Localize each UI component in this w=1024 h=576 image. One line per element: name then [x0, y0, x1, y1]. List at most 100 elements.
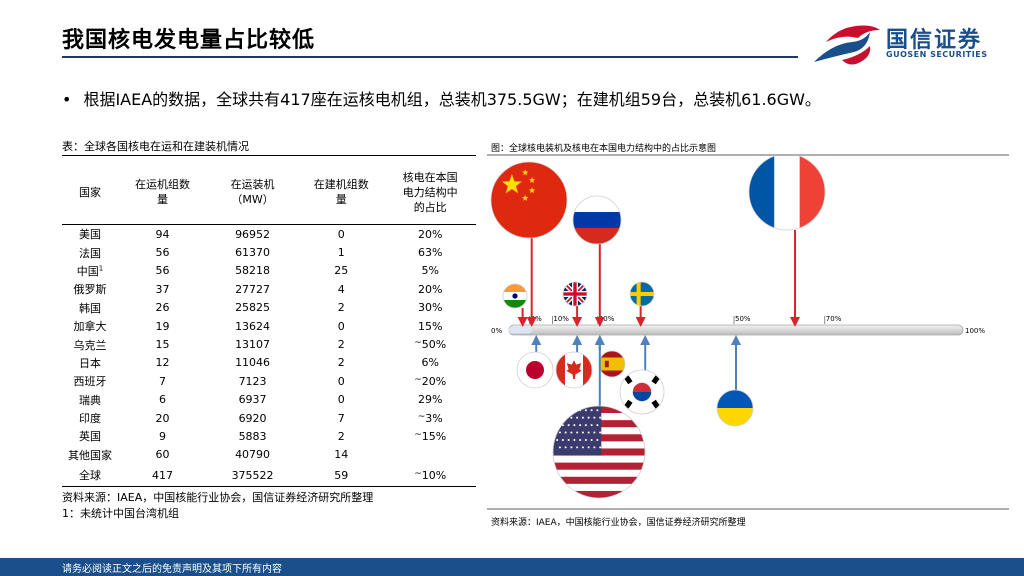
- cell-operating-mw: 40790: [207, 446, 298, 464]
- cell-construction-units: 14: [298, 446, 384, 464]
- cell-construction-units: 59: [298, 464, 385, 488]
- cell-operating-mw-text: 6937: [238, 393, 267, 407]
- cell-country-text: 加拿大: [73, 320, 107, 334]
- cell-share-text: 10%: [421, 468, 447, 482]
- cell-construction-units: 0: [298, 372, 384, 390]
- table-body: 美国 94 96952 0 20% 法国 56 61370 1 63% 中国1 56 58218 25 5%…: [62, 225, 476, 488]
- cell-construction-units-text: 0: [337, 374, 345, 388]
- cell-operating-units-text: 9: [158, 429, 166, 443]
- cell-operating-mw: 11046: [207, 354, 298, 372]
- cell-operating-units: 56: [118, 243, 207, 261]
- cell-country-text: 西班牙: [73, 375, 107, 389]
- china-flag-icon: [491, 162, 567, 238]
- cell-country-text: 日本: [78, 356, 101, 370]
- cell-operating-units-text: 7: [158, 374, 166, 388]
- figure-top-rule: [487, 154, 1009, 156]
- cell-operating-mw: 375522: [206, 464, 299, 488]
- cell-share-text: 63%: [417, 246, 443, 260]
- france-flag-border: [748, 156, 826, 231]
- header-country: 国家: [62, 160, 118, 225]
- figure-source: 资料来源：IAEA，中国核能行业协会，国信证券经济研究所整理: [491, 518, 746, 528]
- table-header-row: 国家 在运机组数量 在运装机（MW） 在建机组数量 核电在本国电力结构中的占比: [62, 160, 476, 225]
- cell-country: 印度: [62, 409, 118, 427]
- cell-operating-units-text: 6: [158, 393, 166, 407]
- cell-construction-units: 1: [298, 243, 384, 261]
- cell-share-text: 20%: [417, 282, 443, 296]
- axis-max-label: 100%: [965, 327, 985, 335]
- cell-construction-units-text: 0: [337, 227, 345, 241]
- table-row: 瑞典 6 6937 0 29%: [62, 391, 476, 409]
- table-row: 乌克兰 15 13107 2 ~50%: [62, 335, 476, 353]
- approx-symbol: ~: [414, 338, 422, 349]
- india-flag-border: [502, 283, 528, 309]
- cell-country: 俄罗斯: [62, 280, 118, 298]
- cell-operating-mw-text: 5883: [238, 429, 267, 443]
- cell-operating-mw: 13107: [207, 335, 298, 353]
- cell-operating-units-text: 20: [155, 411, 170, 425]
- axis-bar: [508, 324, 964, 336]
- axis-tick-label: 20%: [599, 315, 615, 323]
- cell-share-text: 29%: [417, 393, 443, 407]
- axis-tick-label: 70%: [826, 315, 842, 323]
- cell-share: 20%: [384, 280, 476, 298]
- japan-flag-icon: [517, 352, 553, 388]
- table-caption: 表：全球各国核电在运和在建装机情况: [62, 140, 249, 153]
- uk-flag-icon: [563, 282, 587, 306]
- usa-flag-icon: [553, 406, 645, 498]
- cell-operating-units-text: 417: [151, 468, 173, 482]
- header-share: 核电在本国电力结构中的占比: [384, 160, 476, 225]
- axis-fill-segment: [509, 326, 532, 334]
- cell-operating-units-text: 60: [155, 448, 170, 462]
- cell-country: 日本: [62, 354, 118, 372]
- cell-operating-units-text: 94: [155, 227, 170, 241]
- table-row: 加拿大 19 13624 0 15%: [62, 317, 476, 335]
- cell-country: 瑞典: [62, 391, 118, 409]
- table-source-line2: 1：未统计中国台湾机组: [62, 507, 179, 520]
- cell-operating-units-text: 19: [155, 319, 170, 333]
- page-title: 我国核电发电量占比较低: [62, 28, 316, 53]
- cell-country-text: 全球: [78, 469, 101, 483]
- footnote-marker: 1: [98, 264, 104, 273]
- cell-operating-mw-text: 11046: [235, 356, 271, 370]
- cell-country-text: 瑞典: [78, 393, 101, 407]
- cell-operating-mw: 96952: [207, 225, 298, 244]
- cell-operating-units: 26: [118, 299, 207, 317]
- cell-share: 6%: [384, 354, 476, 372]
- header-construction-units: 在建机组数量: [298, 160, 385, 225]
- approx-symbol: ~: [414, 468, 422, 479]
- approx-symbol: ~: [417, 411, 426, 422]
- cell-share-text: 3%: [425, 411, 443, 425]
- cell-share: ~20%: [384, 372, 476, 390]
- footer-bar: 请务必阅读正文之后的免责声明及其项下所有内容: [0, 558, 1024, 576]
- cell-country: 韩国: [62, 299, 118, 317]
- cell-construction-units: 0: [298, 391, 384, 409]
- cell-country-text: 英国: [78, 430, 101, 444]
- approx-symbol: ~: [414, 374, 422, 385]
- cell-operating-mw-text: 58218: [235, 264, 271, 278]
- bullet-dot: •: [62, 90, 72, 109]
- cell-construction-units: 25: [298, 262, 384, 280]
- cell-share-text: 15%: [417, 319, 443, 333]
- china-flag-border: [490, 161, 568, 239]
- table-source-line1: 资料来源：IAEA，中国核能行业协会，国信证券经济研究所整理: [62, 491, 374, 504]
- cell-share: 5%: [384, 262, 476, 280]
- cell-construction-units: 2: [298, 335, 384, 353]
- cell-operating-mw: 7123: [207, 372, 298, 390]
- cell-country-text: 韩国: [78, 301, 101, 315]
- cell-operating-units-text: 37: [155, 282, 170, 296]
- table-row: 日本 12 11046 2 6%: [62, 354, 476, 372]
- korea-flag-border: [619, 369, 665, 415]
- bullet-text: 根据IAEA的数据，全球共有417座在运核电机组，总装机375.5GW；在建机组…: [83, 90, 821, 109]
- cell-country-text: 俄罗斯: [73, 283, 107, 297]
- cell-operating-mw-text: 96952: [235, 227, 271, 241]
- cell-operating-mw-text: 40790: [235, 448, 271, 462]
- table-row: 印度 20 6920 7 ~3%: [62, 409, 476, 427]
- cell-construction-units-text: 0: [337, 393, 345, 407]
- cell-share-text: 20%: [417, 227, 443, 241]
- cell-construction-units: 0: [298, 317, 384, 335]
- logo-name-cn: 国信证券: [886, 28, 983, 53]
- axis-tick-label: 10%: [553, 315, 569, 323]
- cell-share: ~10%: [384, 464, 476, 488]
- cell-operating-mw-text: 13624: [235, 319, 271, 333]
- russia-flag-icon: [573, 196, 621, 244]
